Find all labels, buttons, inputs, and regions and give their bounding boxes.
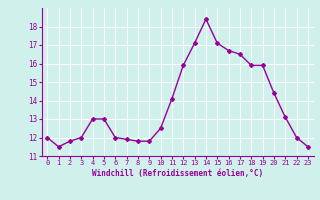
X-axis label: Windchill (Refroidissement éolien,°C): Windchill (Refroidissement éolien,°C) <box>92 169 263 178</box>
